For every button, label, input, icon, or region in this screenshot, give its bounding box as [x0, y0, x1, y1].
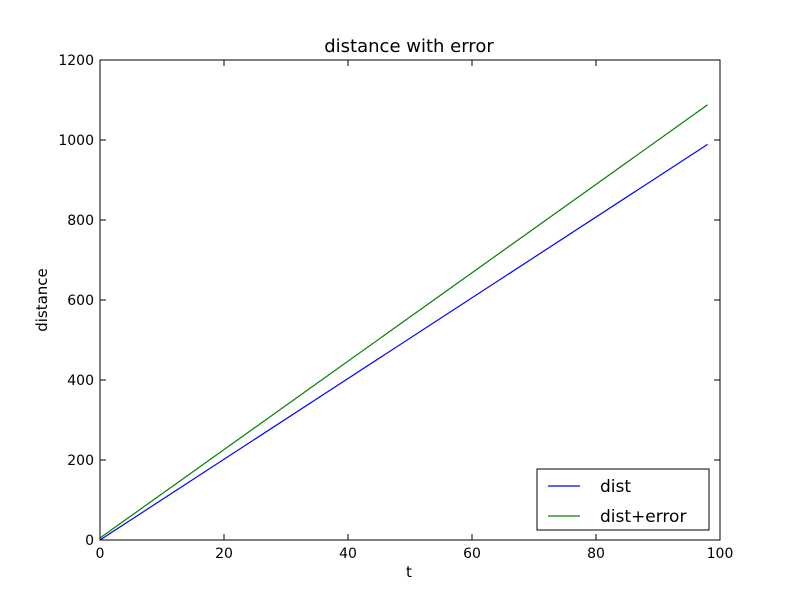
series-line-dist-error — [99, 104, 708, 539]
x-axis-label: t — [406, 563, 412, 581]
legend-label-dist-error: dist+error — [600, 507, 686, 527]
y-tick-label: 1000 — [58, 133, 94, 149]
x-tick-label: 80 — [587, 546, 605, 562]
x-tick-label: 40 — [339, 546, 357, 562]
x-tick-label: 0 — [96, 546, 105, 562]
x-tick-label: 20 — [215, 546, 233, 562]
legend-label-dist: dist — [600, 477, 631, 497]
y-axis-label: distance — [33, 268, 51, 332]
y-tick-label: 1200 — [58, 53, 94, 69]
x-tick-label: 100 — [707, 546, 734, 562]
y-tick-label: 0 — [85, 533, 94, 549]
plot-area-frame — [99, 59, 721, 541]
legend-box — [536, 468, 710, 531]
series-layer — [99, 104, 708, 541]
legend: dist dist+error — [536, 468, 710, 531]
series-line-dist — [99, 143, 708, 541]
y-tick-label: 200 — [67, 453, 94, 469]
x-tick-label: 60 — [463, 546, 481, 562]
y-tick-label: 800 — [67, 213, 94, 229]
chart-title: distance with error — [324, 36, 494, 57]
y-tick-label: 600 — [67, 293, 94, 309]
y-tick-label: 400 — [67, 373, 94, 389]
